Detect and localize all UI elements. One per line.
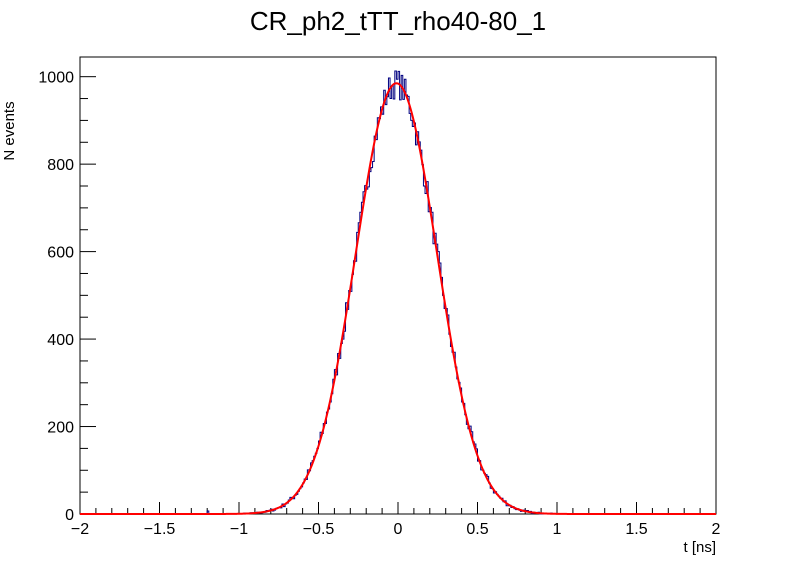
y-tick-label: 1000	[38, 70, 74, 87]
x-tick-label: 1.5	[625, 521, 647, 538]
x-tick-label: −2	[71, 521, 89, 538]
y-tick-label: 200	[47, 420, 74, 437]
fit-curve	[80, 82, 716, 515]
y-tick-label: 0	[65, 507, 74, 524]
x-tick-label: −1.5	[144, 521, 176, 538]
y-tick-label: 800	[47, 157, 74, 174]
x-tick-label: −0.5	[303, 521, 335, 538]
y-tick-label: 400	[47, 332, 74, 349]
x-tick-label: 1	[553, 521, 562, 538]
x-tick-label: −1	[230, 521, 248, 538]
y-axis: 0 200 400 600 800 1000	[38, 70, 96, 524]
y-axis-title: N events	[1, 101, 18, 160]
x-axis-title: t [ns]	[683, 539, 716, 556]
x-tick-label: 2	[712, 521, 721, 538]
chart-title: CR_ph2_tTT_rho40-80_1	[250, 6, 546, 36]
plot-area: −2 −1.5 −1 −0.5 0 0.5 1 1.5 2 0 200 400 600 800 1000	[38, 56, 721, 538]
x-tick-label: 0	[394, 521, 403, 538]
y-tick-label: 600	[47, 245, 74, 262]
x-tick-label: 0.5	[466, 521, 488, 538]
